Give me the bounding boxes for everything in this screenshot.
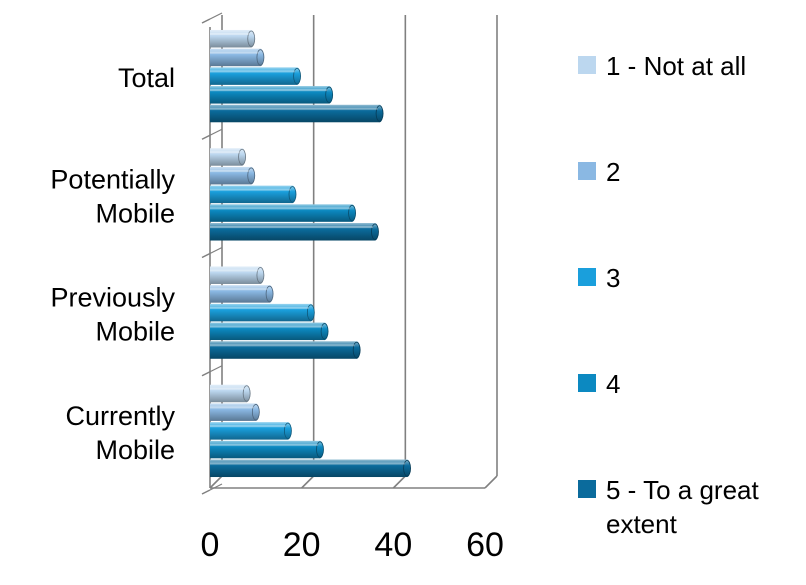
legend-item-2: 2 — [578, 157, 620, 187]
legend-swatch-4 — [578, 374, 596, 392]
bar-total-5-to-a-great-extent — [210, 104, 384, 123]
bar-currently-mobile-1-not-at-all — [210, 384, 251, 403]
bar-currently-mobile-2 — [210, 403, 260, 421]
legend-label-3: 3 — [606, 263, 620, 293]
legend-swatch-5-to-a-great-extent — [578, 480, 596, 498]
legend-label-1-not-at-all: 1 - Not at all — [606, 51, 746, 81]
x-tick-label-0: 0 — [201, 526, 220, 564]
bar-currently-mobile-4 — [210, 440, 324, 459]
bar-potentially-mobile-1-not-at-all — [210, 148, 246, 166]
legend-item-1-not-at-all: 1 - Not at all — [578, 51, 746, 81]
bar-potentially-mobile-5-to-a-great-extent — [210, 223, 379, 241]
bar-previously-mobile-3 — [210, 303, 315, 322]
bar-previously-mobile-2 — [210, 285, 274, 303]
bar-previously-mobile-4 — [210, 322, 329, 341]
x-tick-label-20: 20 — [283, 526, 321, 564]
x-axis: 0 20 40 60 — [201, 526, 504, 564]
bar-potentially-mobile-3 — [210, 185, 297, 204]
bar-potentially-mobile-2 — [210, 166, 256, 185]
bar-total-3 — [210, 67, 301, 85]
bar-total-2 — [210, 48, 265, 67]
bar-total-4 — [210, 86, 334, 104]
bar-currently-mobile-5-to-a-great-extent — [210, 459, 411, 478]
plot-area — [210, 29, 411, 478]
legend-swatch-3 — [578, 268, 596, 286]
bar-total-1-not-at-all — [210, 29, 256, 48]
category-label-potentially-mobile: Potentially Mobile — [50, 164, 175, 228]
legend-label-4: 4 — [606, 369, 620, 399]
legend-item-5-to-a-great-extent: 5 - To a great extent — [578, 475, 760, 539]
legend-item-3: 3 — [578, 263, 620, 293]
category-label-previously-mobile: Previously Mobile — [50, 283, 175, 347]
bar-previously-mobile-1-not-at-all — [210, 266, 265, 284]
legend-label-5-to-a-great-extent: 5 - To a great extent — [606, 475, 760, 539]
legend-swatch-2 — [578, 162, 596, 180]
x-tick-label-60: 60 — [466, 526, 504, 564]
legend-item-4: 4 — [578, 369, 620, 399]
category-label-total: Total — [118, 63, 175, 93]
category-label-currently-mobile: Currently Mobile — [65, 401, 175, 465]
bar-currently-mobile-3 — [210, 422, 292, 440]
bar-previously-mobile-5-to-a-great-extent — [210, 341, 361, 359]
grid — [201, 12, 498, 495]
category-labels: Total Potentially Mobile Previously Mobile Cu… — [50, 63, 175, 465]
x-tick-label-40: 40 — [374, 526, 412, 564]
legend: 1 - Not at all 2 3 4 5 - To a great extent — [578, 51, 760, 539]
legend-label-2: 2 — [606, 157, 620, 187]
legend-swatch-1-not-at-all — [578, 56, 596, 74]
bar-potentially-mobile-4 — [210, 204, 356, 222]
